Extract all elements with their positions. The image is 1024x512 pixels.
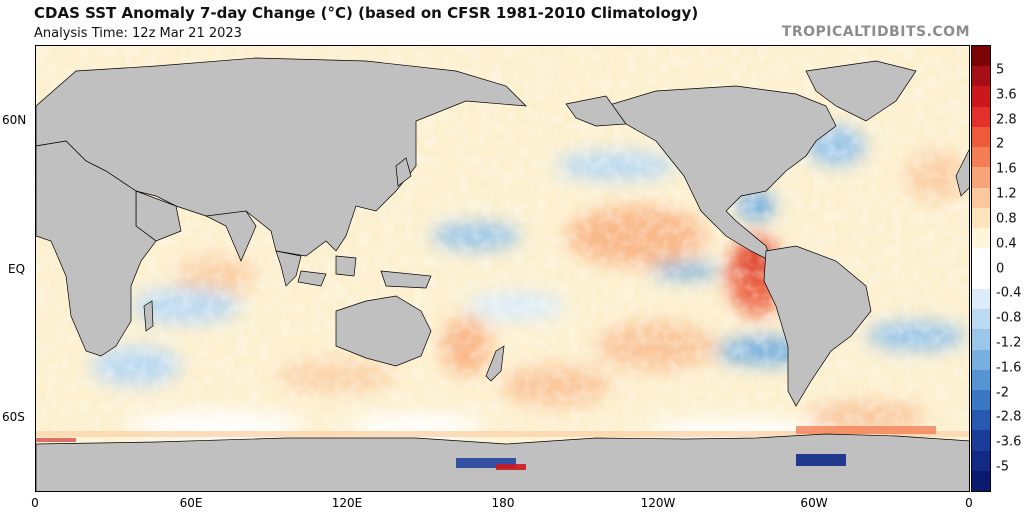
- analysis-time: Analysis Time: 12z Mar 21 2023: [34, 26, 242, 41]
- europe-west-landmass: [955, 149, 969, 197]
- colorbar-tick-label: 5: [996, 62, 1005, 78]
- colorbar-swatch: [972, 126, 990, 148]
- antarctic-anomalies: [36, 438, 846, 470]
- land: [36, 57, 969, 491]
- lon-label-0-right: 0: [965, 496, 973, 510]
- colorbar-tick-label: 2.8: [996, 112, 1017, 128]
- sst-anomaly-map: [35, 45, 970, 492]
- lat-label-eq: EQ: [8, 262, 26, 276]
- colorbar-swatch: [972, 369, 990, 390]
- colorbar-swatch: [972, 147, 990, 168]
- lon-label-120w: 120W: [640, 496, 676, 510]
- colorbar-swatch: [972, 207, 990, 229]
- se-asia-landmass: [275, 250, 302, 287]
- colorbar-tick-label: -0.4: [996, 285, 1022, 301]
- colorbar-tick-label: -3.6: [996, 434, 1022, 450]
- colorbar-swatch: [972, 410, 990, 431]
- colorbar-tick-label: 0: [996, 261, 1005, 276]
- colorbar-swatch: [972, 66, 990, 87]
- australia-landmass: [335, 295, 432, 367]
- colorbar-swatch: [972, 187, 990, 208]
- lat-label-60s: 60S: [2, 410, 25, 424]
- colorbar-swatch: [972, 228, 990, 249]
- japan-landmass: [395, 157, 412, 187]
- colorbar-swatch: [972, 470, 990, 492]
- new-zealand-landmass: [485, 345, 505, 382]
- new-guinea-landmass: [380, 270, 432, 289]
- south-america-landmass: [763, 245, 872, 407]
- colorbar-swatch: [972, 309, 990, 330]
- colorbar-swatch: [972, 288, 990, 310]
- colorbar-tick-label: -2.8: [996, 409, 1022, 425]
- colorbar-tick-label: -2: [996, 385, 1009, 401]
- madagascar-landmass: [143, 300, 154, 332]
- colorbar-swatch: [972, 46, 990, 67]
- greenland-landmass: [805, 60, 917, 122]
- lat-label-60n: 60N: [2, 113, 27, 127]
- colorbar-tick-label: 2: [996, 136, 1005, 152]
- colorbar-swatch: [972, 430, 990, 451]
- lon-label-180: 180: [491, 496, 515, 510]
- colorbar-swatch: [972, 450, 990, 471]
- india-landmass: [204, 210, 257, 262]
- colorbar-swatch: [972, 268, 990, 289]
- colorbar-swatch: [972, 106, 990, 127]
- colorbar-tick-label: -5: [996, 459, 1009, 475]
- colorbar-tick-label: 1.2: [996, 186, 1017, 202]
- colorbar-tick-label: -0.8: [996, 310, 1022, 326]
- colorbar-swatch: [972, 167, 990, 188]
- colorbar-tick-label: 0.8: [996, 211, 1017, 227]
- sumatra-landmass: [297, 270, 327, 287]
- colorbar: [971, 45, 991, 492]
- colorbar-swatch: [972, 329, 990, 350]
- lon-label-120e: 120E: [331, 496, 363, 510]
- alaska-landmass: [565, 95, 627, 127]
- colorbar-tick-label: 3.6: [996, 87, 1017, 103]
- lon-label-60w: 60W: [800, 496, 828, 510]
- colorbar-swatch: [972, 248, 990, 269]
- map-title: CDAS SST Anomaly 7-day Change (°C) (base…: [34, 4, 699, 22]
- map-canvas: [36, 46, 969, 491]
- source-credit: TROPICALTIDBITS.COM: [781, 24, 970, 40]
- colorbar-swatch: [972, 349, 990, 370]
- colorbar-labels: 5 3.6 2.8 2 1.6 1.2 0.8 0.4 0 -0.4 -0.8 -1.2 -1.6 -2 -…: [994, 45, 1024, 492]
- north-america-landmass: [605, 85, 837, 262]
- colorbar-swatch: [972, 389, 990, 411]
- lon-label-60e: 60E: [179, 496, 203, 510]
- borneo-landmass: [335, 255, 357, 277]
- lon-label-0-left: 0: [31, 496, 39, 510]
- colorbar-tick-label: -1.6: [996, 360, 1022, 376]
- colorbar-tick-label: -1.2: [996, 335, 1022, 351]
- colorbar-tick-label: 1.6: [996, 161, 1017, 177]
- colorbar-swatch: [972, 86, 990, 107]
- africa-landmass: [36, 140, 157, 357]
- colorbar-tick-label: 0.4: [996, 236, 1017, 252]
